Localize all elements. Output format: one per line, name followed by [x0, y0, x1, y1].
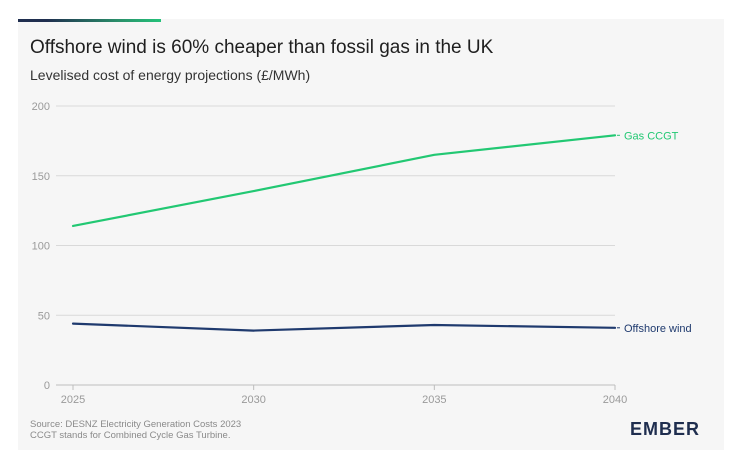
x-tick-label: 2025	[61, 394, 85, 406]
x-tick-label: 2030	[241, 394, 265, 406]
ember-logo: EMBER	[630, 419, 701, 439]
series-label-gas-ccgt: Gas CCGT	[624, 130, 679, 142]
y-tick-label: 0	[44, 380, 50, 392]
chart-subtitle: Levelised cost of energy projections (£/…	[30, 67, 311, 83]
y-tick-label: 50	[38, 310, 50, 322]
source-line: Source: DESNZ Electricity Generation Cos…	[30, 419, 242, 430]
accent-bar	[18, 19, 161, 22]
y-tick-label: 100	[32, 241, 50, 253]
series-line-gas-ccgt	[71, 134, 617, 228]
chart-card: Offshore wind is 60% cheaper than fossil…	[18, 19, 724, 450]
y-tick-label: 200	[32, 101, 50, 113]
line-chart: 0 50 100 150 200 2025 2030 2035 2040 Gas CCGT Off…	[32, 101, 692, 406]
x-tick-label: 2035	[422, 394, 446, 406]
ccgt-note: CCGT stands for Combined Cycle Gas Turbi…	[30, 430, 231, 441]
chart-title: Offshore wind is 60% cheaper than fossil…	[30, 37, 494, 58]
x-tick-label: 2040	[603, 394, 627, 406]
y-tick-label: 150	[32, 171, 50, 183]
source-note: Source: DESNZ Electricity Generation Cos…	[30, 419, 241, 441]
series-label-offshore-wind: Offshore wind	[624, 323, 692, 335]
series-line-offshore-wind	[71, 322, 617, 332]
